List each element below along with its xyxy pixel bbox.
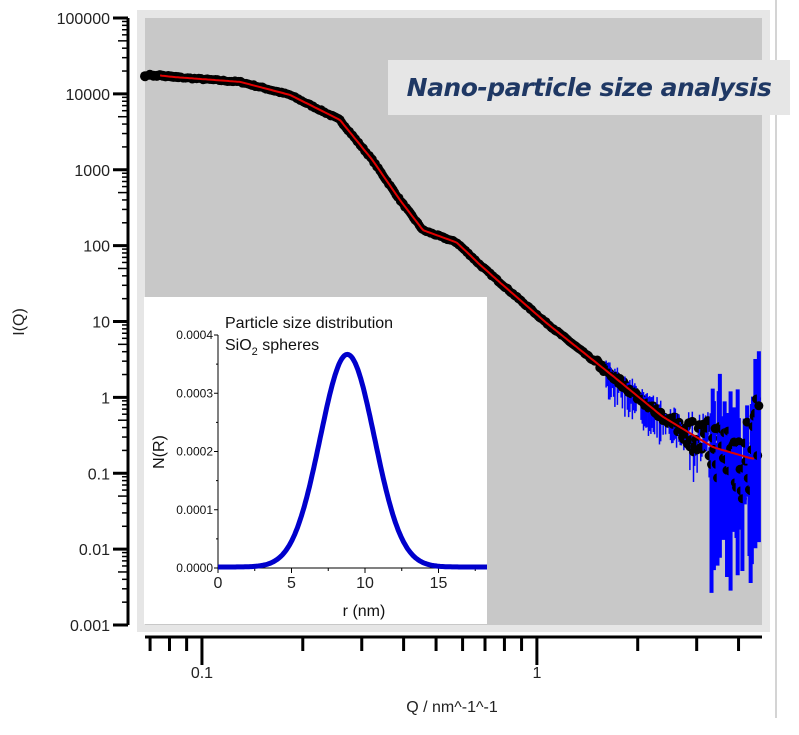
inset-title-rest: spheres xyxy=(258,337,319,354)
inset-x-axis-title: r (nm) xyxy=(343,603,386,620)
inset-y-tick-label: 0.0003 xyxy=(176,386,213,400)
inset-y-tick-label: 0.0004 xyxy=(176,328,213,342)
chart-title: Nano-particle size analysis xyxy=(406,73,772,102)
y-tick-label: 0.001 xyxy=(70,618,110,635)
y-tick-label: 100 xyxy=(83,239,110,256)
fit-curve xyxy=(159,74,755,460)
y-axis-title: I(Q) xyxy=(11,308,28,336)
inset-x-tick-label: 10 xyxy=(356,575,374,592)
inset-distribution-curve xyxy=(216,351,489,570)
y-tick-label: 10000 xyxy=(66,87,111,104)
inset-title-line1: Particle size distribution xyxy=(225,315,393,332)
data-point xyxy=(687,416,697,426)
y-tick-label: 1000 xyxy=(74,163,110,180)
x-tick-label: 0.1 xyxy=(191,665,213,682)
inset-title-line2: SiO2 spheres xyxy=(225,337,319,358)
inset-x-tick-label: 0 xyxy=(214,575,223,592)
inset-x-tick-label: 15 xyxy=(430,575,448,592)
y-tick-label: 10 xyxy=(92,315,110,332)
inset-y-tick-label: 0.0000 xyxy=(176,561,213,575)
chart-title-box: Nano-particle size analysis xyxy=(388,60,790,115)
y-tick-label: 100000 xyxy=(57,11,110,28)
x-tick-label: 1 xyxy=(532,665,541,682)
data-point xyxy=(702,423,712,433)
inset-title-sub: 2 xyxy=(252,346,258,358)
x-axis-title: Q / nm^-1^-1 xyxy=(406,699,498,716)
y-tick-label: 0.01 xyxy=(79,542,110,559)
data-point xyxy=(754,401,764,411)
y-tick-label: 1 xyxy=(101,390,110,407)
inset-y-axis-title: N(R) xyxy=(151,435,168,469)
inset-y-tick-label: 0.0001 xyxy=(176,503,213,517)
inset-title-sio: SiO xyxy=(225,337,252,354)
inset-y-tick-label: 0.0002 xyxy=(176,445,213,459)
inset-x-tick-label: 5 xyxy=(287,575,296,592)
y-tick-label: 0.1 xyxy=(88,466,110,483)
